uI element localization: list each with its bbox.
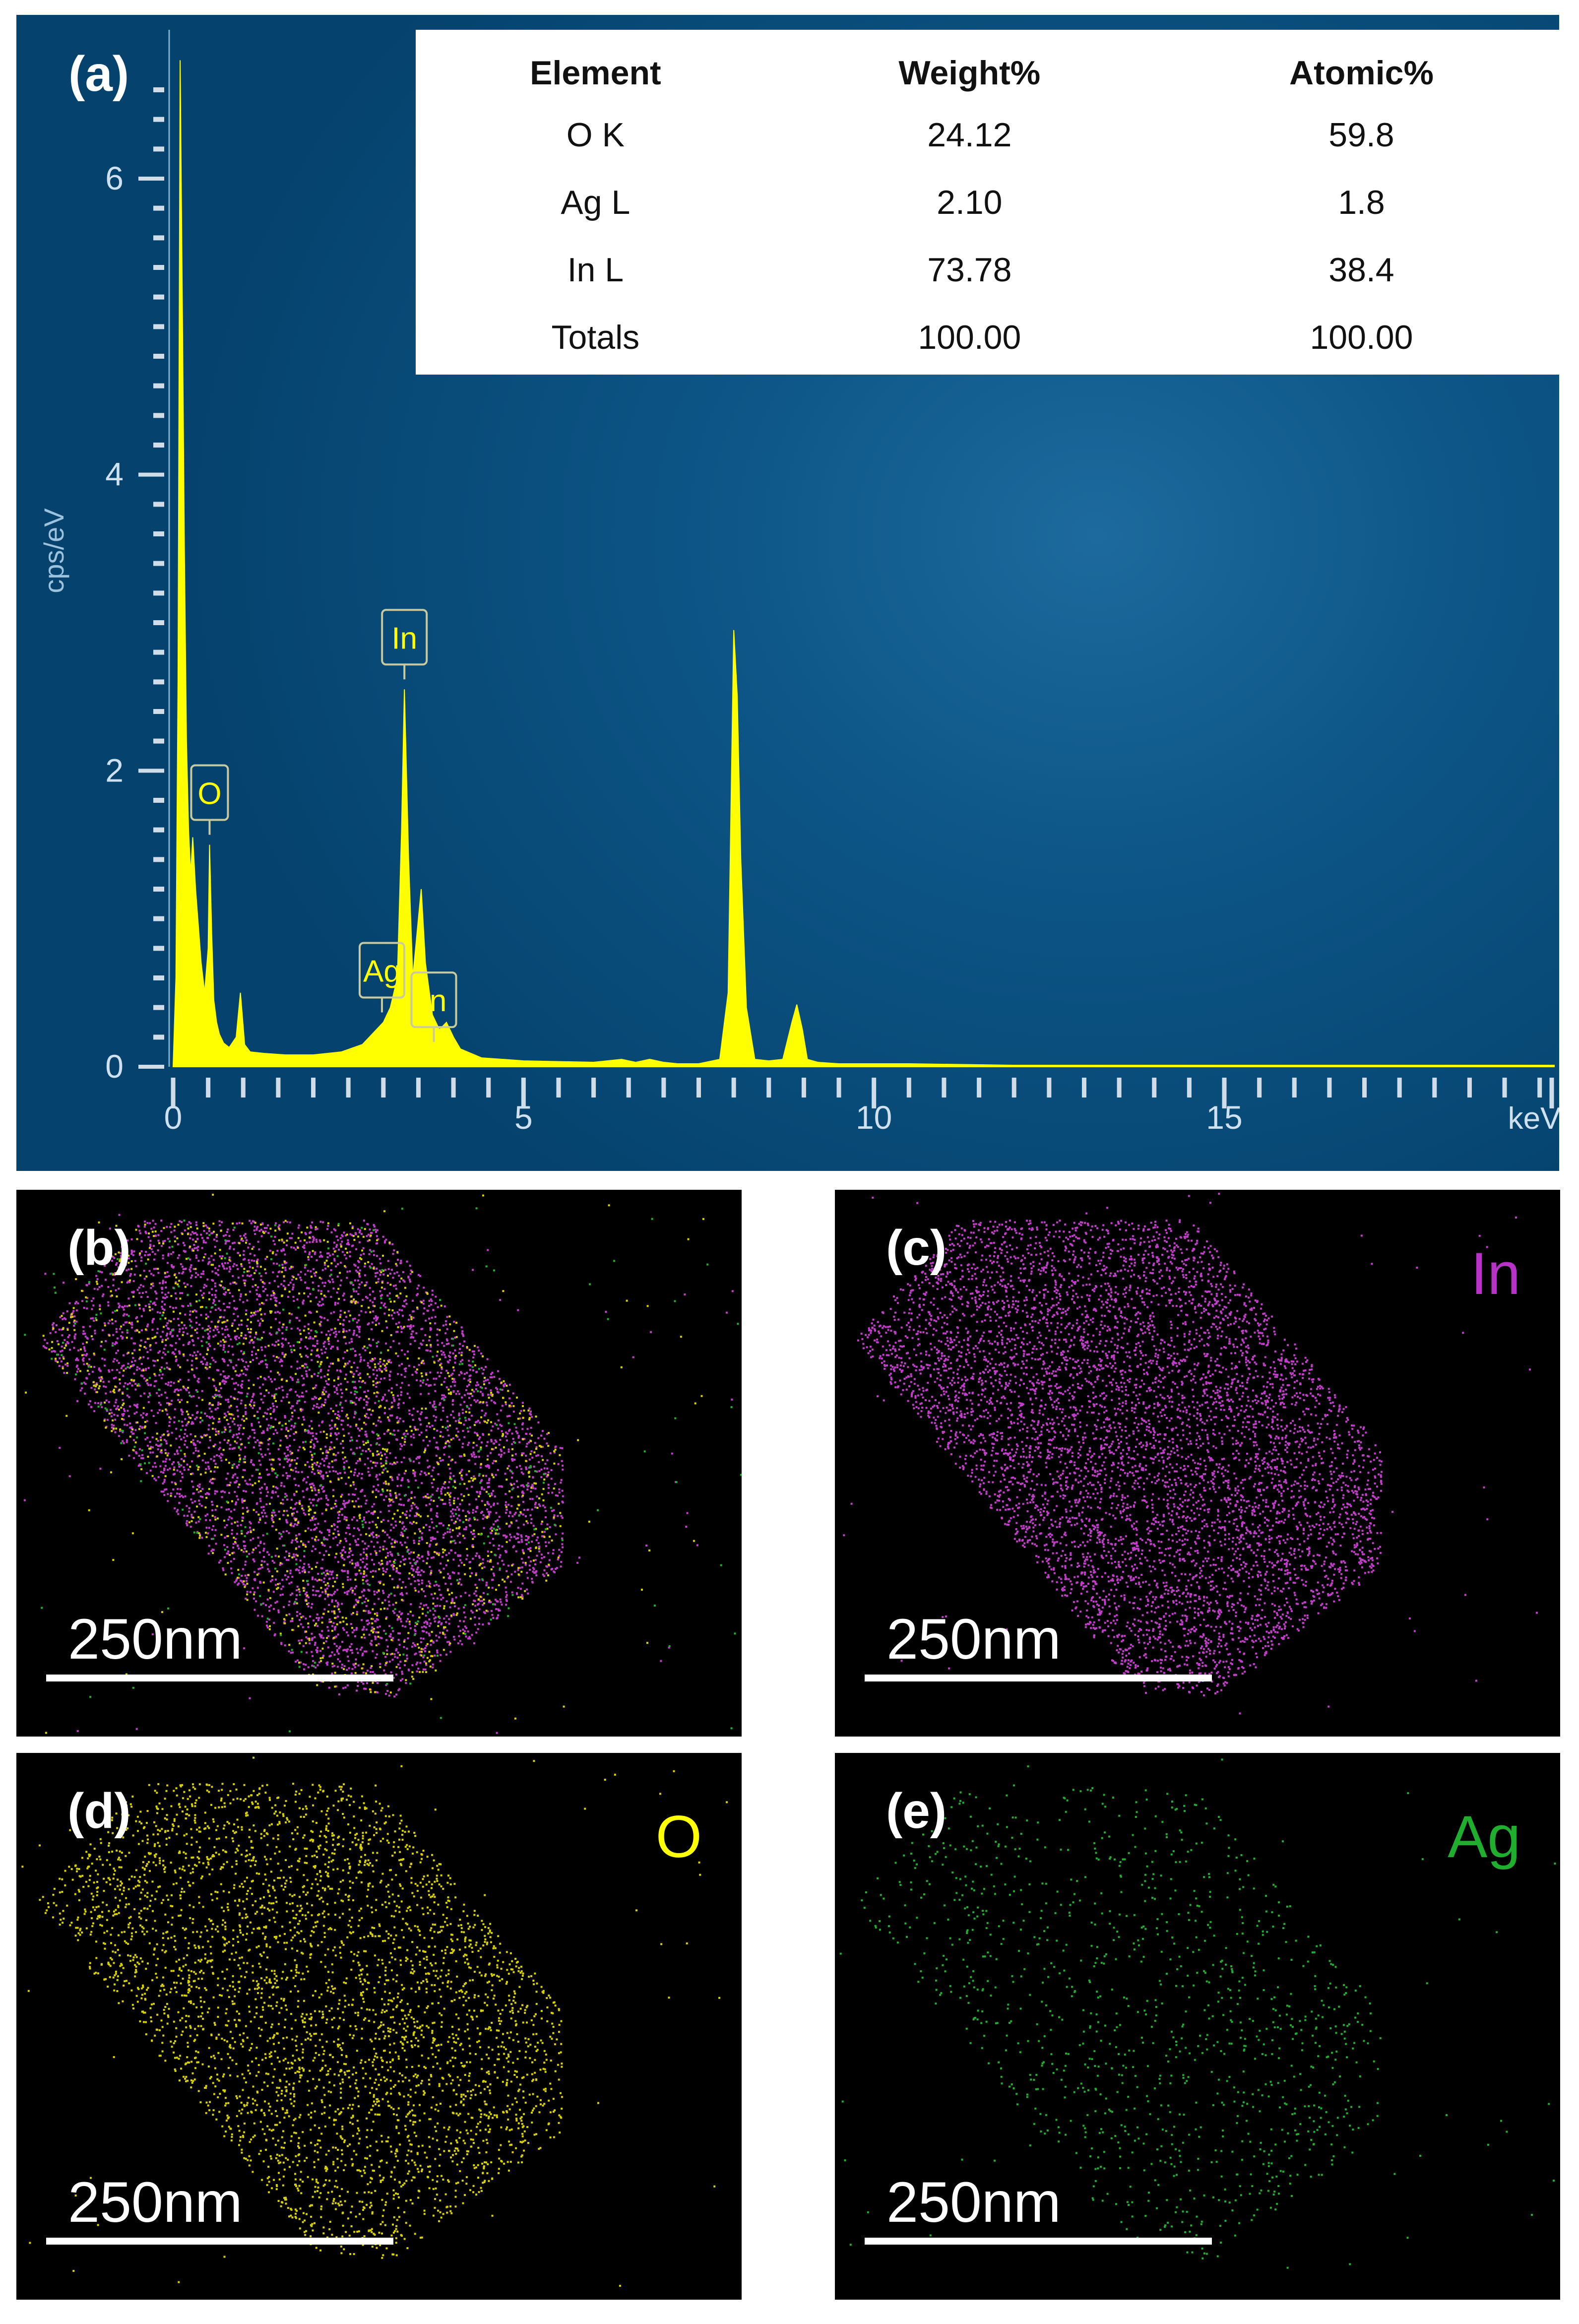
scale-bar-label: 250nm [886, 1608, 1061, 1671]
scale-bar-label: 250nm [886, 2171, 1061, 2234]
table-cell: O K [566, 116, 625, 154]
element-label-in: In [1470, 1240, 1520, 1307]
table-cell: 100.00 [1310, 319, 1413, 356]
composition-table: Element Weight% Atomic% O K 24.12 59.8 A… [416, 30, 1559, 375]
spectrum-series [172, 60, 1555, 1067]
element-dots [843, 1193, 1538, 1715]
x-axis-label: keV [1508, 1101, 1559, 1136]
scale-bar [865, 1675, 1212, 1681]
scale-bar [46, 2238, 393, 2245]
peak-annotation-box [410, 971, 457, 1029]
panel-letter-d: (d) [67, 1783, 131, 1839]
panel-letter-a: (a) [68, 46, 129, 102]
panel-letter-c: (c) [886, 1220, 947, 1276]
table-cell: 38.4 [1328, 251, 1394, 289]
y-axis-label: cps/eV [38, 508, 69, 593]
panel-letter-b: (b) [67, 1220, 131, 1276]
element-dots [839, 1758, 1556, 2269]
table-row: Totals 100.00 100.00 [416, 304, 1559, 371]
peak-annotation-label: In [421, 984, 447, 1018]
indium-map-image [843, 1193, 1538, 1715]
oxygen-map-image [21, 1756, 728, 2287]
overlay-map-panel: (b) 250nm [16, 1190, 742, 1737]
element-label-ag: Ag [1448, 1804, 1520, 1870]
silver-map-image [839, 1758, 1556, 2269]
peak-annotation-label: Ag [363, 955, 401, 989]
table-header-row: Element Weight% Atomic% [416, 54, 1559, 101]
y-tick-label: 2 [105, 752, 124, 788]
element-dots [23, 1193, 742, 1734]
table-header-atomic: Atomic% [1289, 54, 1434, 92]
table-cell: In L [567, 251, 624, 289]
indium-map-panel: (c) In 250nm [835, 1190, 1560, 1737]
scale-bar-label: 250nm [68, 1608, 243, 1671]
y-tick-label: 0 [105, 1048, 124, 1085]
table-cell: 59.8 [1328, 116, 1394, 154]
x-tick-label: 10 [856, 1099, 892, 1136]
x-tick-label: 15 [1206, 1099, 1242, 1136]
table-cell: Totals [551, 319, 640, 356]
table-cell: 73.78 [927, 251, 1012, 289]
table-row: Ag L 2.10 1.8 [416, 169, 1559, 236]
oxygen-map-panel: (d) O 250nm [16, 1753, 742, 2300]
element-dots [21, 1756, 728, 2287]
silver-map-panel: (e) Ag 250nm [835, 1753, 1560, 2300]
spectrum-chart: 0 2 4 6 cps/eV 0 5 10 15 keV O In Ag In [38, 30, 1559, 1136]
eds-spectrum-panel: 0 2 4 6 cps/eV 0 5 10 15 keV O In Ag In (a) Element W… [16, 15, 1559, 1171]
element-label-o: O [655, 1804, 702, 1870]
panel-letter-e: (e) [886, 1783, 947, 1839]
y-tick-label: 4 [105, 456, 124, 493]
peak-annotation-label: O [197, 777, 221, 811]
x-tick-label: 5 [514, 1099, 533, 1136]
x-tick-label: 0 [164, 1099, 183, 1136]
y-tick-label: 6 [105, 160, 124, 196]
peak-annotation-label: In [391, 621, 417, 655]
table-cell: Ag L [561, 184, 631, 221]
scale-bar [865, 2238, 1212, 2245]
scale-bar-label: 250nm [68, 2171, 243, 2234]
table-cell: 2.10 [937, 184, 1003, 221]
table-row: O K 24.12 59.8 [416, 101, 1559, 169]
table-cell: 1.8 [1338, 184, 1385, 221]
table-row: In L 73.78 38.4 [416, 236, 1559, 304]
table-cell: 100.00 [918, 319, 1021, 356]
overlay-map-image [23, 1193, 742, 1734]
table-header-weight: Weight% [898, 54, 1041, 92]
table-cell: 24.12 [927, 116, 1012, 154]
table-header-element: Element [530, 54, 661, 92]
scale-bar [46, 1675, 393, 1681]
